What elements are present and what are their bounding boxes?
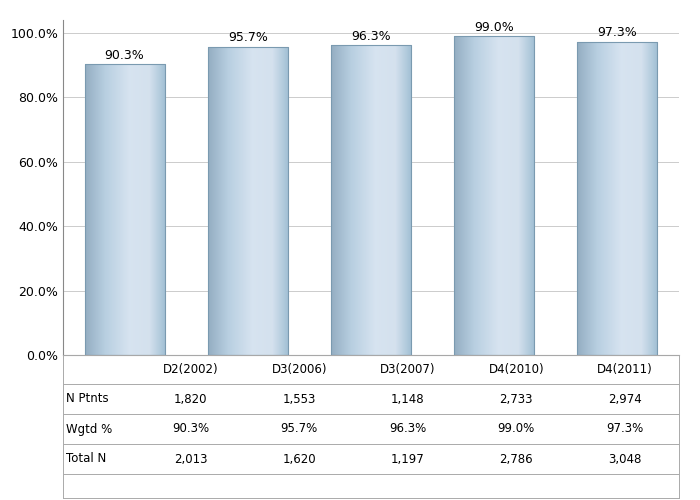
Text: D3(2007): D3(2007) <box>380 362 435 376</box>
Text: 95.7%: 95.7% <box>228 32 267 44</box>
Text: N Ptnts: N Ptnts <box>66 392 109 406</box>
Text: Total N: Total N <box>66 452 106 466</box>
Text: 99.0%: 99.0% <box>498 422 535 436</box>
Text: 96.3%: 96.3% <box>351 30 391 43</box>
Text: 2,013: 2,013 <box>174 452 207 466</box>
Text: 1,197: 1,197 <box>391 452 425 466</box>
Text: 96.3%: 96.3% <box>389 422 426 436</box>
Text: D4(2010): D4(2010) <box>489 362 544 376</box>
Text: 1,820: 1,820 <box>174 392 207 406</box>
Text: D4(2011): D4(2011) <box>597 362 652 376</box>
Text: 97.3%: 97.3% <box>598 26 637 40</box>
Text: 1,148: 1,148 <box>391 392 425 406</box>
Text: 2,786: 2,786 <box>499 452 533 466</box>
Text: Wgtd %: Wgtd % <box>66 422 113 436</box>
Text: 1,553: 1,553 <box>283 392 316 406</box>
Text: 95.7%: 95.7% <box>281 422 318 436</box>
Text: 2,974: 2,974 <box>608 392 642 406</box>
Text: 3,048: 3,048 <box>608 452 641 466</box>
Text: 1,620: 1,620 <box>282 452 316 466</box>
Text: 2,733: 2,733 <box>500 392 533 406</box>
Text: 90.3%: 90.3% <box>105 49 144 62</box>
Text: 97.3%: 97.3% <box>606 422 643 436</box>
Text: D2(2002): D2(2002) <box>163 362 218 376</box>
Text: 90.3%: 90.3% <box>172 422 209 436</box>
Text: D3(2006): D3(2006) <box>272 362 327 376</box>
Text: 99.0%: 99.0% <box>475 21 514 34</box>
